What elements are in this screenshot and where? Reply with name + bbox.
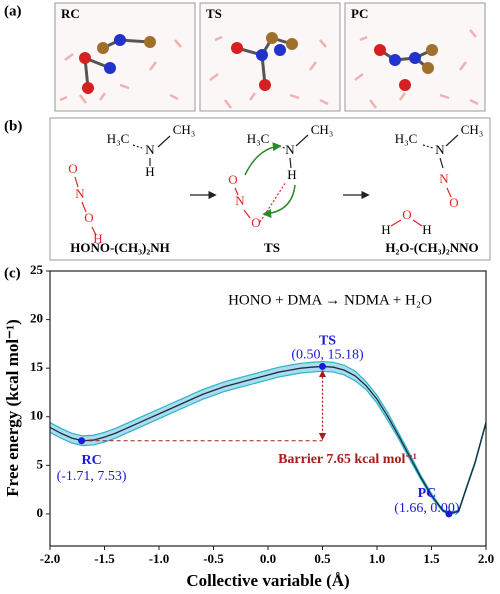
y-tick-label: 15 (30, 359, 44, 374)
x-tick-label: -0.5 (203, 551, 224, 566)
y-tick-label: 0 (37, 505, 44, 520)
atom: N (439, 171, 449, 186)
atom: CH₃ (311, 122, 334, 137)
x-tick-label: 2.0 (478, 551, 494, 566)
atom: H₃C (395, 131, 418, 146)
frame-label: TS (206, 6, 222, 21)
atom: N (435, 142, 445, 157)
x-axis-label: Collective variable (Å) (186, 571, 349, 590)
atom: H (93, 231, 102, 246)
x-tick-label: 1.5 (423, 551, 440, 566)
x-tick-label: 1.0 (369, 551, 385, 566)
atom: N (285, 142, 295, 157)
point (319, 362, 326, 370)
atom: O (68, 161, 77, 176)
snapshot: RC (54, 2, 196, 112)
molecule-label: HONO-(CH₃)₂NH (70, 240, 170, 255)
x-tick-label: -1.0 (149, 551, 170, 566)
atom: H (145, 164, 154, 179)
y-tick-label: 20 (30, 311, 43, 326)
x-tick-label: 0.0 (260, 551, 276, 566)
atom: N (235, 193, 245, 208)
molecule-label: H₂O-(CH₃)₂NNO (385, 240, 478, 255)
panel-letter: (c) (4, 265, 21, 281)
barrier-label: Barrier 7.65 kcal mol⁻¹ (278, 452, 417, 467)
point (445, 510, 453, 518)
atom: O (402, 207, 411, 222)
atom: N (75, 186, 85, 201)
snapshot: TS (199, 2, 341, 112)
atom: O (84, 210, 93, 225)
point (78, 437, 86, 445)
atom: H₃C (247, 131, 270, 146)
atom: H₃C (107, 131, 130, 146)
atom: CH₃ (461, 122, 484, 137)
point-label: PC (418, 486, 437, 501)
point-label: TS (319, 334, 336, 349)
x-tick-label: -2.0 (40, 551, 61, 566)
molecule: H₃C N CH₃ H O N O H HONO-(CH₃)₂NH (68, 122, 195, 255)
y-axis-label: Free energy (kcal mol⁻¹) (3, 319, 22, 497)
point-coords: (-1.71, 7.53) (57, 469, 127, 484)
y-tick-label: 25 (30, 262, 44, 277)
point-coords: (1.66, 0.00) (394, 501, 460, 516)
snapshot: PC (344, 2, 486, 112)
molecule: H₃C N CH₃ H O N O TS (228, 122, 333, 255)
atom: O (251, 215, 260, 230)
panel-letter: (b) (4, 118, 22, 134)
x-tick-label: 0.5 (314, 551, 331, 566)
molecule: H₃C N CH₃ N O H O H H₂O-(CH₃)₂NNO (381, 122, 483, 255)
y-tick-label: 5 (37, 456, 44, 471)
chart-title: HONO + DMA → NDMA + H₂O (228, 292, 432, 308)
band-edge (50, 370, 486, 516)
atom: CH₃ (173, 122, 196, 137)
molecule-label: TS (264, 240, 280, 255)
frame-label: RC (61, 6, 80, 21)
atom: H (381, 222, 390, 237)
y-tick-label: 10 (30, 408, 43, 423)
panel-letter: (a) (4, 3, 22, 19)
atom: H (422, 222, 431, 237)
point-coords: (0.50, 15.18) (291, 348, 364, 363)
atom: N (145, 142, 155, 157)
point-label: RC (81, 453, 101, 468)
x-tick-label: -1.5 (94, 551, 115, 566)
band-edge (50, 360, 486, 514)
line (50, 365, 486, 515)
atom: H (287, 167, 296, 182)
atom: O (449, 195, 458, 210)
atom: O (228, 172, 237, 187)
frame-label: PC (351, 6, 368, 21)
scheme-frame (49, 117, 491, 261)
